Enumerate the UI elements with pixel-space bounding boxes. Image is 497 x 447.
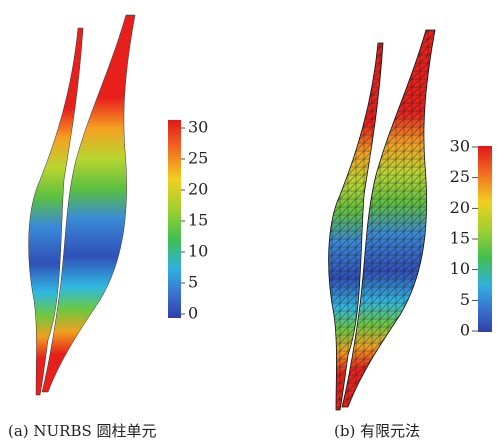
- colorbar-tick-label: 10: [188, 242, 208, 261]
- colorbar-tick-label: 5: [188, 273, 198, 292]
- colorbar-tick-label: 25: [450, 167, 470, 186]
- colorbar-tick-label: 15: [450, 229, 470, 248]
- colorbar-tick-label: 10: [450, 259, 470, 278]
- colorbar-tick-label: 0: [460, 321, 470, 340]
- colorbar-tick-label: 5: [460, 290, 470, 309]
- caption: (a) NURBS 圆柱单元: [8, 422, 157, 440]
- colorbar-ticks: 30 25 20 15 10 5 0 30 25 20 15 10 5 0: [181, 118, 478, 340]
- colorbar-tick-label: 20: [188, 180, 208, 199]
- colorbar-tick-label: 20: [450, 198, 470, 217]
- caption: (b) 有限元法: [334, 422, 420, 440]
- colorbar-tick-label: 0: [188, 304, 198, 323]
- panel-a-geometry: [28, 14, 136, 396]
- colorbar-tick-label: 25: [188, 149, 208, 168]
- colorbar: [168, 120, 181, 318]
- colorbar-tick-label: 30: [450, 137, 470, 156]
- colorbar: [478, 146, 492, 332]
- panel-b-geometry: [328, 29, 436, 411]
- colorbar-tick-label: 15: [188, 211, 208, 230]
- colorbar-tick-label: 30: [188, 118, 208, 137]
